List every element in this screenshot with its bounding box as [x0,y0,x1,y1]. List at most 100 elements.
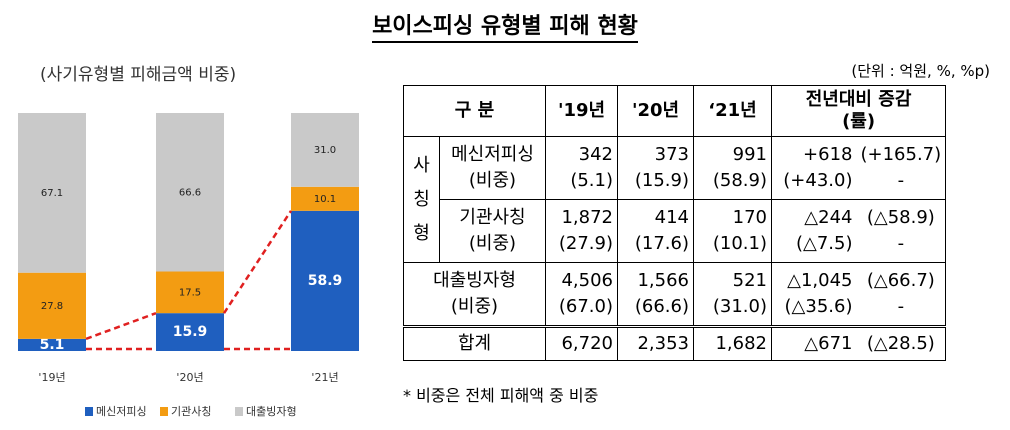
cell-text: 대출빙자형 [433,270,516,291]
cell-text: 기관사칭 [459,207,526,228]
trend-line [85,311,157,341]
cell-text: (15.9) [634,170,689,191]
group-cell: 사칭형 [403,136,440,263]
value-cell: 991 (58.9) [693,136,772,200]
value-cell: 6,720 [545,325,618,361]
table-row: 대출빙자형 (비중) 4,506 (67.0) 1,566 (66.6) 521 (31.0)… [403,262,947,327]
chart-title: (사기유형별 피해금액 비중) [40,65,236,85]
value-label: 27.8 [41,301,63,312]
cell-text: 170 [732,207,767,228]
row-label: 메신저피싱 (비중) [439,136,546,200]
cell-text: 6,720 [561,333,613,354]
cell-text: 사칭형 [413,154,430,244]
value-cell: 521 (31.0) [693,262,772,327]
cell-text: 1,872 [561,207,613,228]
value-cell: (△28.5) [856,325,947,361]
page-title: 보이스피싱 유형별 피해 현황 [0,8,1010,43]
cell-text: 구 분 [454,100,495,121]
cell-text: 1,566 [637,270,689,291]
legend-swatch [235,407,243,416]
cell-text: 4,506 [561,270,613,291]
table-row: 합계 6,720 2,353 1,682 △671 (△28.5) [403,325,947,361]
value-cell: +618 (+43.0) [771,136,857,200]
value-cell: (△58.9) - [856,199,947,263]
legend-label: 기관사칭 [171,405,211,418]
header-cell: '19년 [545,85,618,137]
cell-text: (5.1) [570,170,613,191]
value-cell: (+165.7) - [856,136,947,200]
value-label: 10.1 [314,194,336,205]
cell-text: 373 [654,144,689,165]
value-cell: 414 (17.6) [617,199,694,263]
value-cell: (△66.7) - [856,262,947,327]
cell-text: 2,353 [637,333,689,354]
cell-text: - [897,296,905,317]
bar-segment [156,271,224,314]
value-cell: 2,353 [617,325,694,361]
cell-text: 1,682 [715,333,767,354]
cell-text: (△28.5) [866,333,935,354]
header-cell: 구 분 [403,85,546,137]
row-label: 대출빙자형 (비중) [403,262,546,327]
value-label: 67.1 [41,188,63,199]
row-label: 합계 [403,325,546,361]
bar-segment [156,313,224,351]
footnote: * 비중은 전체 피해액 중 비중 [403,386,599,405]
value-cell: 170 (10.1) [693,199,772,263]
cell-text: 전년대비 증감(률) [805,89,912,132]
bar-segment [291,186,359,211]
chart: (사기유형별 피해금액 비중) 5.1 27.8 67.1 '19년 15.9 17.5 6… [18,65,359,418]
cell-text: 991 [732,144,767,165]
legend-label: 대출빙자형 [246,405,297,418]
legend-label: 메신저피싱 [96,405,147,418]
value-cell: △244 (△7.5) [771,199,857,263]
cell-text: (+165.7) [860,144,942,165]
cell-text: (△66.7) [866,270,935,291]
x-tick-label: '19년 [38,371,65,384]
cell-text: 메신저피싱 [451,144,534,165]
cell-text: (10.1) [712,233,767,254]
bar-segment [18,272,86,339]
trend-line [222,210,293,314]
cell-text: '20년 [631,100,680,121]
value-label: 5.1 [40,337,65,353]
bar-segment [156,113,224,272]
x-tick-label: '20년 [176,371,203,384]
cell-text: - [897,233,905,254]
cell-text: 521 [732,270,767,291]
cell-text: (+43.0) [783,170,853,191]
cell-text: △1,045 [787,270,853,291]
header-cell: ‘21년 [693,85,772,137]
unit: (단위 : 억원, %, %p) [851,62,990,80]
cell-text: (비중) [468,233,517,254]
table-row: 구 분 '19년 '20년 ‘21년 전년대비 증감(률) [403,85,947,137]
cell-text: (58.9) [712,170,767,191]
legend-swatch [85,407,93,416]
cell-text: (△58.9) [866,207,935,228]
value-cell: 373 (15.9) [617,136,694,200]
cell-text: (△35.6) [784,296,853,317]
cell-text: - [897,170,905,191]
legend-swatch [160,407,168,416]
cell-text: ‘21년 [708,100,757,121]
table-row: 사칭형 메신저피싱 (비중) 342 (5.1) 373 (15.9) 991 (58.9) +6… [403,136,947,263]
cell-text: △244 [804,207,853,228]
cell-text: (27.9) [558,233,613,254]
bar-segment [18,338,86,351]
cell-text: (66.6) [634,296,689,317]
value-label: 66.6 [179,187,201,198]
bar-segment [18,113,86,273]
title-text: 보이스피싱 유형별 피해 현황 [372,14,638,43]
cell-text: 합계 [457,333,492,354]
header-cell: 전년대비 증감(률) [770,85,947,137]
table-row: 기관사칭 (비중) 1,872 (27.9) 414 (17.6) 170 (10.1) △24… [404,199,947,263]
cell-text: 342 [578,144,613,165]
value-label: 17.5 [179,287,201,298]
value-cell: △671 [771,325,857,361]
value-label: 31.0 [314,145,336,156]
cell-text: '19년 [557,100,606,121]
cell-text: △671 [804,333,853,354]
value-cell: 1,566 (66.6) [617,262,694,327]
value-label: 58.9 [308,273,343,289]
